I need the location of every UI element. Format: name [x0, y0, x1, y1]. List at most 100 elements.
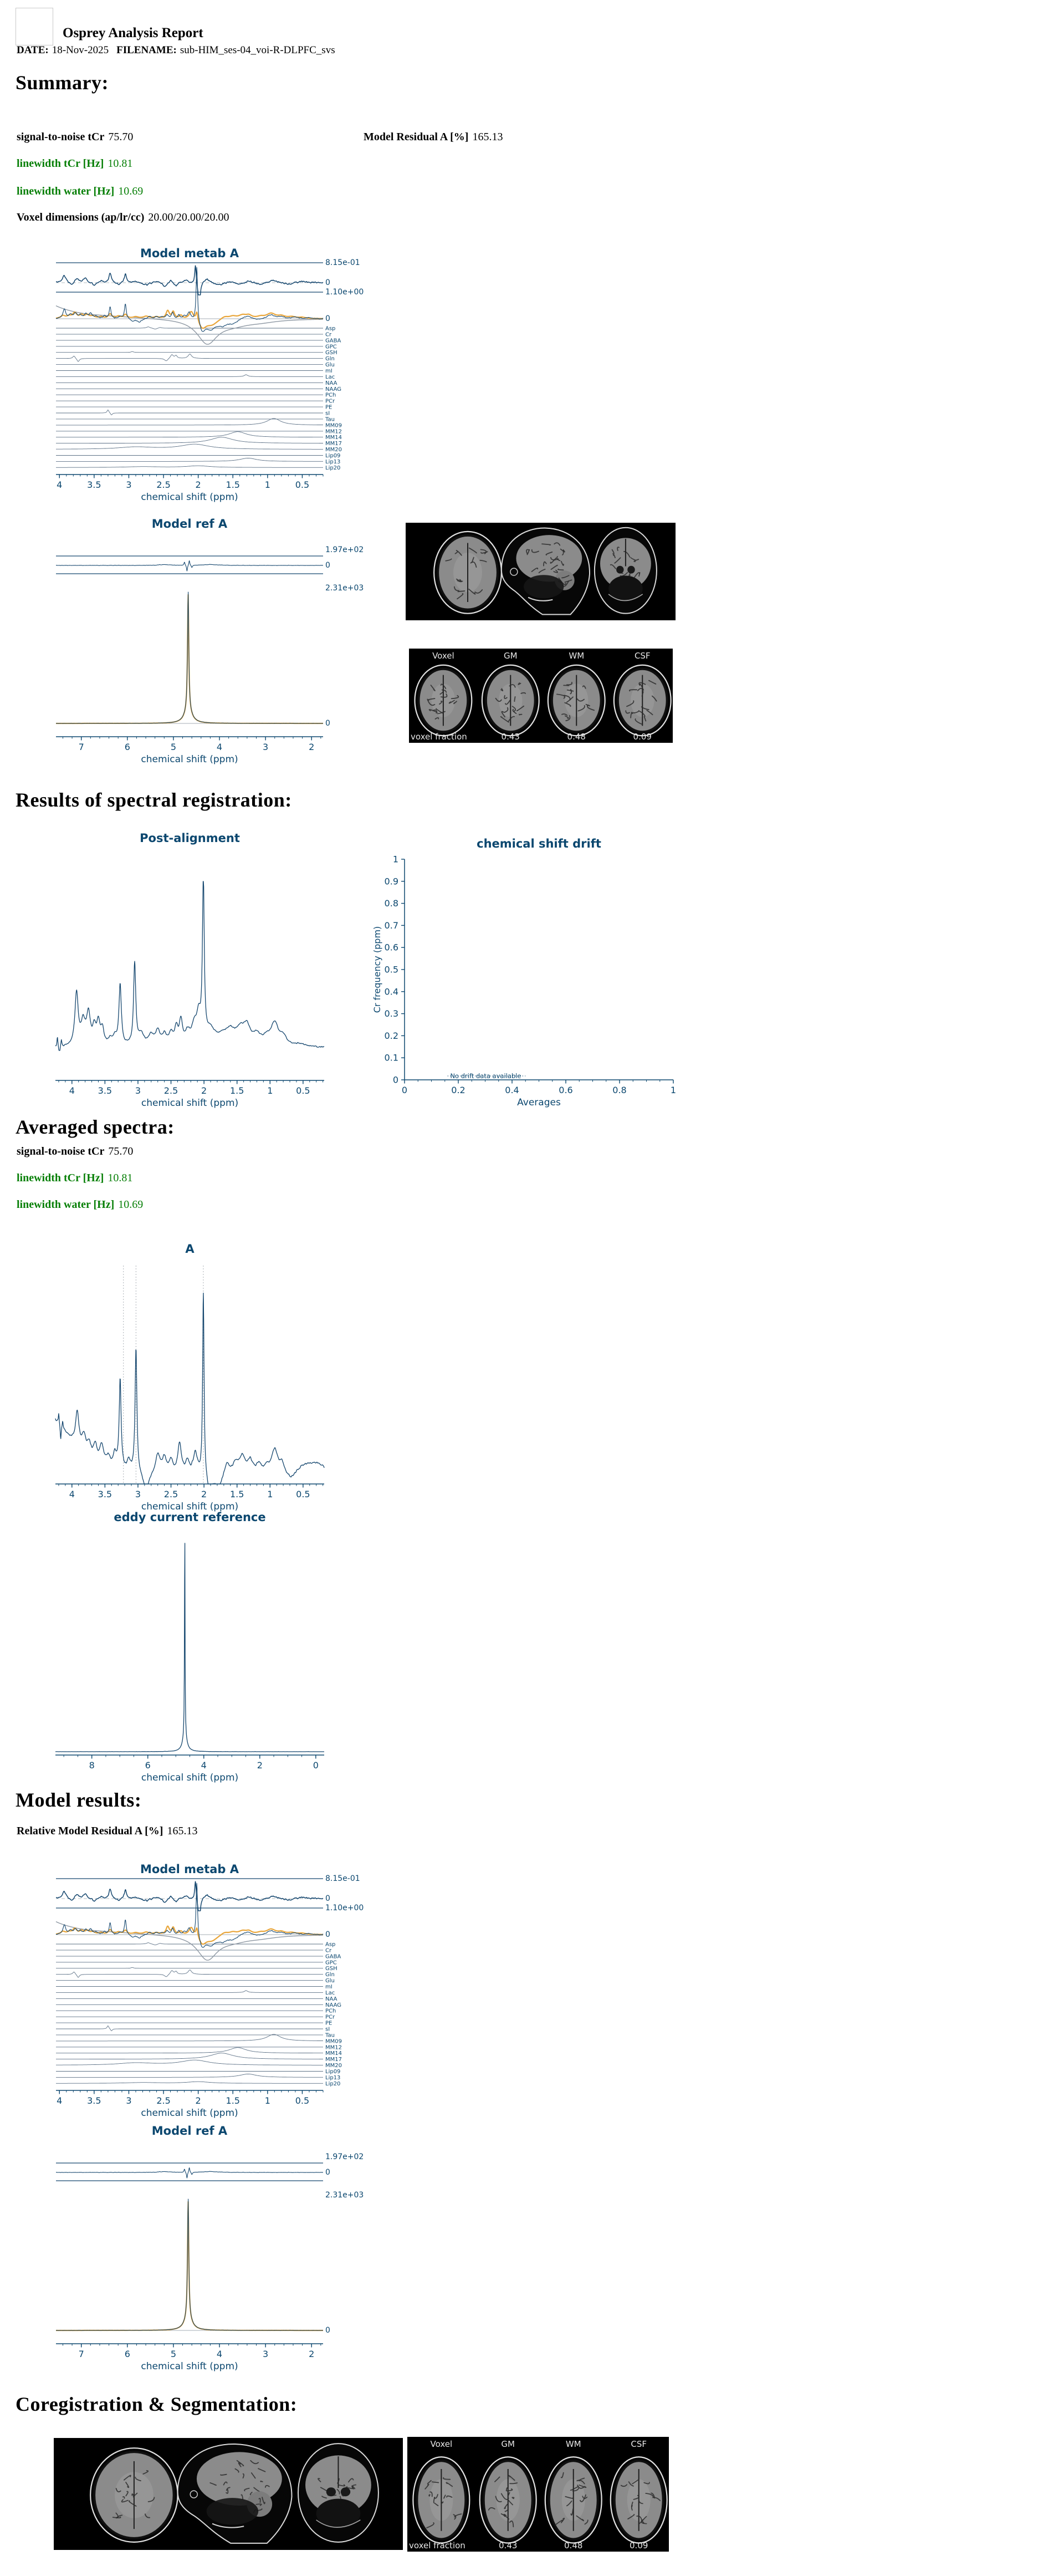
svg-text:0: 0: [325, 278, 330, 287]
segmentation-image-2: Voxel GM WM CSF voxel fraction 0.43 0.48 0.09: [407, 2437, 669, 2552]
report-title: Osprey Analysis Report: [63, 25, 203, 40]
svg-text:mI: mI: [325, 1984, 332, 1990]
svg-text:0.6: 0.6: [559, 1085, 572, 1095]
linewidth-tcr-value: 10.81: [108, 157, 133, 170]
avg-snr-label: signal-to-noise tCr: [17, 1145, 105, 1157]
svg-text:7: 7: [79, 742, 84, 752]
svg-text:0: 0: [393, 1075, 398, 1085]
svg-text:2.5: 2.5: [156, 2095, 170, 2106]
svg-text:1.5: 1.5: [226, 480, 240, 490]
svg-text:2: 2: [257, 1760, 263, 1771]
model-ref-a-chart-2: Model ref A 1.97e+02 0 2.31e+03 0 7 6 5 4 3 2 chemi…: [22, 2120, 388, 2380]
voxel-dimensions-metric: Voxel dimensions (ap/lr/cc) 20.00/20.00/2…: [17, 211, 229, 224]
svg-text:Cr: Cr: [325, 331, 332, 338]
svg-text:1.97e+02: 1.97e+02: [325, 545, 364, 554]
svg-text:Cr frequency (ppm): Cr frequency (ppm): [372, 926, 382, 1013]
svg-text:Glu: Glu: [325, 1978, 335, 1984]
svg-text:0.5: 0.5: [296, 1085, 310, 1096]
svg-text:MM17: MM17: [325, 441, 342, 447]
chemical-shift-drift-chart: chemical shift drift 0 0.1 0.2 0.3 0.4 0.5 0.6 0…: [355, 826, 698, 1114]
model-ref-a-chart-1: Model ref A 1.97e+02 0 2.31e+03 0 7 6 5 4 3 2 chemi…: [22, 513, 388, 773]
svg-text:0.2: 0.2: [385, 1031, 398, 1041]
svg-text:Model ref A: Model ref A: [152, 2124, 228, 2138]
svg-text:5: 5: [171, 742, 176, 752]
linewidth-water-metric: linewidth water [Hz] 10.69: [17, 185, 143, 198]
svg-text:1: 1: [267, 1085, 273, 1096]
svg-text:4: 4: [217, 742, 222, 752]
svg-text:0.5: 0.5: [295, 480, 309, 490]
svg-text:Lip13: Lip13: [325, 459, 340, 465]
svg-text:No drift data available: No drift data available: [450, 1072, 521, 1080]
svg-text:0.4: 0.4: [385, 986, 398, 997]
model-residual-label: Model Residual A [%]: [364, 131, 469, 143]
model-metab-a-chart-1: Model metab A Asp Cr GABA GPC GSH Gln Glu mI Lac N…: [22, 242, 388, 508]
svg-text:0.43: 0.43: [502, 732, 520, 742]
svg-text:voxel fraction: voxel fraction: [411, 732, 467, 742]
date-label: DATE:: [17, 44, 49, 56]
svg-text:3: 3: [126, 2095, 131, 2106]
report-meta-line: DATE: 18-Nov-2025 FILENAME: sub-HIM_ses-04_…: [17, 44, 343, 57]
svg-text:2.5: 2.5: [164, 1489, 178, 1499]
svg-text:2: 2: [309, 742, 314, 752]
svg-text:4: 4: [69, 1489, 75, 1499]
avg-linewidth-tcr-value: 10.81: [108, 1172, 133, 1184]
linewidth-water-label: linewidth water [Hz]: [17, 185, 115, 197]
svg-text:chemical shift (ppm): chemical shift (ppm): [141, 492, 238, 503]
svg-text:3.5: 3.5: [87, 2095, 101, 2106]
svg-text:2: 2: [196, 480, 201, 490]
svg-text:MM17: MM17: [325, 2057, 342, 2063]
svg-text:1: 1: [265, 480, 270, 490]
registration-heading: Results of spectral registration:: [16, 789, 292, 811]
avg-linewidth-tcr-label: linewidth tCr [Hz]: [17, 1172, 104, 1184]
snr-metric: signal-to-noise tCr 75.70: [17, 131, 133, 144]
svg-text:0.1: 0.1: [385, 1053, 398, 1063]
svg-text:NAAG: NAAG: [325, 2002, 341, 2008]
voxel-dimensions-label: Voxel dimensions (ap/lr/cc): [17, 211, 145, 223]
svg-text:Glu: Glu: [325, 362, 335, 368]
voxel-dimensions-value: 20.00/20.00/20.00: [148, 211, 229, 223]
svg-text:chemical shift (ppm): chemical shift (ppm): [141, 1772, 238, 1783]
model-residual-metric: Model Residual A [%] 165.13: [364, 131, 503, 144]
model-residual-value: 165.13: [472, 131, 503, 143]
svg-text:NAAG: NAAG: [325, 386, 341, 392]
svg-text:0: 0: [402, 1085, 407, 1095]
svg-text:voxel fraction: voxel fraction: [409, 2541, 466, 2551]
model-metab-a-chart-2: Model metab A Asp Cr GABA GPC GSH Gln Glu mI Lac N…: [22, 1858, 388, 2124]
svg-text:0: 0: [325, 1930, 330, 1939]
eddy-current-reference-chart: eddy current reference 8 6 4 2 0 chemical shif…: [22, 1503, 355, 1792]
svg-text:Gln: Gln: [325, 356, 335, 362]
linewidth-tcr-metric: linewidth tCr [Hz] 10.81: [17, 157, 132, 170]
svg-text:MM14: MM14: [325, 2050, 342, 2057]
svg-text:PCr: PCr: [325, 2014, 335, 2021]
svg-text:0.4: 0.4: [505, 1085, 519, 1095]
svg-text:2: 2: [309, 2349, 314, 2359]
post-alignment-chart: Post-alignment 4 3.5 3 2.5 2 1.5 1 0.5 chemical s…: [22, 826, 355, 1114]
svg-text:Gln: Gln: [325, 1972, 335, 1978]
svg-text:Lip13: Lip13: [325, 2075, 340, 2081]
svg-text:4: 4: [57, 480, 62, 490]
svg-text:Model ref A: Model ref A: [152, 517, 228, 530]
svg-text:8: 8: [89, 1760, 95, 1771]
svg-text:MM09: MM09: [325, 2038, 342, 2044]
svg-text:0.3: 0.3: [385, 1008, 398, 1019]
svg-text:Tau: Tau: [325, 2032, 335, 2038]
averaged-heading: Averaged spectra:: [16, 1116, 175, 1138]
svg-text:A: A: [185, 1242, 195, 1256]
svg-text:1.10e+00: 1.10e+00: [325, 1904, 364, 1912]
avg-linewidth-water-metric: linewidth water [Hz] 10.69: [17, 1198, 143, 1211]
svg-text:0.09: 0.09: [633, 732, 652, 742]
coreg-heading: Coregistration & Segmentation:: [16, 2393, 298, 2415]
svg-text:8.15e-01: 8.15e-01: [325, 1874, 360, 1883]
svg-text:GM: GM: [501, 2439, 515, 2449]
avg-snr-metric: signal-to-noise tCr 75.70: [17, 1145, 133, 1158]
svg-text:1.5: 1.5: [226, 2095, 240, 2106]
svg-text:0.8: 0.8: [612, 1085, 626, 1095]
svg-text:chemical shift (ppm): chemical shift (ppm): [141, 2108, 238, 2119]
svg-text:NAA: NAA: [325, 1996, 337, 2002]
svg-text:CSF: CSF: [635, 651, 651, 661]
svg-text:GPC: GPC: [325, 1960, 337, 1966]
svg-text:0.48: 0.48: [564, 2541, 582, 2551]
svg-text:MM20: MM20: [325, 447, 342, 453]
svg-text:Post-alignment: Post-alignment: [140, 832, 240, 845]
segmentation-image-1: Voxel GM WM CSF voxel fraction 0.43 0.48 0.09: [409, 649, 673, 743]
